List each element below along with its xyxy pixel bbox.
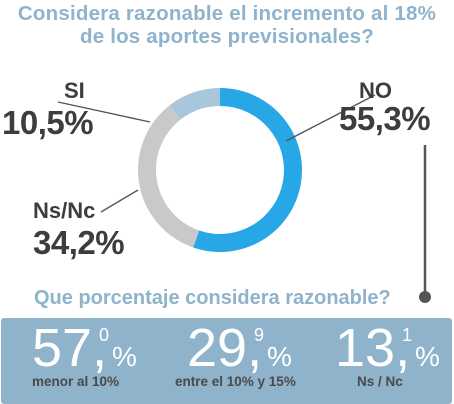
question-subtitle: Que porcentaje considera razonable? — [34, 287, 391, 309]
stat-value-decimal: 9 — [254, 325, 265, 345]
leader-lines — [57, 94, 431, 303]
stat-caption: Ns / Nc — [357, 374, 403, 389]
chart-title: Considera razonable el incremento al 18%… — [0, 2, 454, 48]
stat-percent-sign: % — [415, 341, 440, 372]
donut-slice-nsnc — [138, 105, 200, 248]
slice-label-nsnc: Ns/Nc — [33, 198, 96, 223]
stat-caption: entre el 10% y 15% — [175, 374, 296, 389]
slice-label-si: SI — [64, 78, 85, 103]
leader-line-si — [57, 101, 151, 123]
donut-slices — [138, 88, 302, 253]
slice-value-nsnc: 34,2% — [33, 224, 125, 261]
question-connector-dot — [419, 291, 431, 303]
slice-value-no: 55,3% — [339, 100, 431, 137]
donut-slice-si — [169, 88, 220, 120]
slice-value-si: 10,5% — [2, 104, 94, 141]
stat-value-integer: 13, — [335, 318, 411, 378]
percentage-panel: 57, 0 % menor al 10% 29, 9 % entre el 10… — [1, 318, 452, 404]
stat-value-decimal: 0 — [99, 325, 110, 345]
leader-line-no — [285, 94, 376, 142]
stat-value-decimal: 1 — [402, 325, 413, 345]
donut-chart — [57, 88, 431, 303]
stat-percent-sign: % — [112, 341, 137, 372]
stat-percent-sign: % — [267, 341, 292, 372]
chart-title-line-1: Considera razonable el incremento al 18% — [17, 2, 437, 25]
stat-value-integer: 29, — [187, 318, 263, 378]
donut-slice-no — [193, 88, 302, 253]
leader-line-nsnc — [100, 189, 139, 213]
slice-label-no: NO — [359, 78, 392, 103]
chart-title-line-2: de los aportes previsionales? — [79, 25, 375, 48]
stat-caption: menor al 10% — [32, 374, 120, 389]
stat-value-integer: 57, — [32, 318, 108, 378]
